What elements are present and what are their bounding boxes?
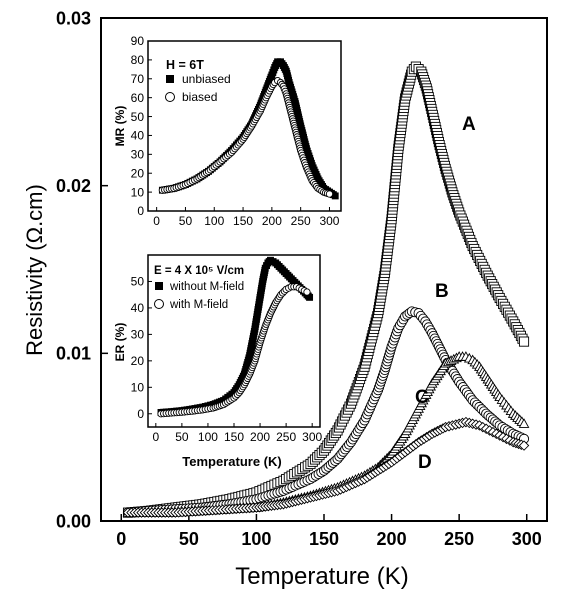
- main-x-tick-label: 200: [377, 529, 407, 549]
- mr-legend-marker-biased: [165, 92, 175, 102]
- main-point-a: [518, 336, 530, 347]
- er-y-tick-label: 20: [131, 354, 145, 368]
- curve-label-d: D: [418, 452, 432, 473]
- main-series-group: [122, 61, 530, 518]
- er-x-tick-label: 200: [250, 430, 270, 444]
- mr-x-tick-label: 100: [204, 214, 224, 228]
- main-point-d: [518, 440, 530, 451]
- main-x-tick-label: 100: [241, 529, 271, 549]
- mr-y-tick-label: 50: [131, 110, 145, 124]
- main-x-tick-label: 250: [444, 529, 474, 549]
- mr-y-tick-label: 70: [131, 72, 145, 86]
- main-y-tick-label: 0.02: [56, 176, 91, 196]
- er-y-tick-label: 10: [131, 381, 145, 395]
- mr-axis-ticks: 0 50 100 150 200 250 300 0 10 20 30 40 50 60 70 80 90: [131, 34, 340, 228]
- mr-y-tick-label: 10: [131, 185, 145, 199]
- er-y-tick-label: 30: [131, 328, 145, 342]
- mr-x-tick-label: 200: [262, 214, 282, 228]
- mr-y-tick-label: 30: [131, 148, 145, 162]
- er-x-tick-label: 150: [224, 430, 244, 444]
- mr-inset-plot: 0 50 100 150 200 250 300 0 10 20 30 40 50 60 70 80 90 MR…: [113, 34, 342, 228]
- er-series-group: [157, 256, 314, 418]
- curve-label-c: C: [415, 387, 429, 408]
- er-legend-marker-without: [155, 282, 163, 290]
- er-axis-ticks: 0 50 100 150 200 250 300 0 10 20 30 40 50: [131, 275, 323, 444]
- er-legend-marker-with: [154, 299, 164, 309]
- mr-legend-label-unbiased: unbiased: [182, 72, 231, 86]
- mr-point-biased: [325, 190, 334, 198]
- er-x-tick-label: 0: [152, 430, 159, 444]
- er-x-tick-label: 50: [175, 430, 189, 444]
- mr-y-tick-label: 20: [131, 166, 145, 180]
- curve-label-b: B: [435, 281, 449, 302]
- mr-series-group: [158, 58, 339, 200]
- er-field-annotation: E = 4 X 10⁵ V/cm: [154, 265, 244, 277]
- er-legend-label-without: without M-field: [169, 281, 244, 293]
- mr-y-tick-label: 0: [137, 204, 144, 218]
- mr-x-tick-label: 50: [179, 214, 193, 228]
- er-x-tick-label: 300: [302, 430, 322, 444]
- mr-x-tick-label: 0: [153, 214, 160, 228]
- main-y-tick-label: 0.00: [56, 511, 91, 531]
- er-y-tick-label: 40: [131, 301, 145, 315]
- mr-inset-frame: [147, 40, 342, 212]
- mr-y-tick-label: 90: [131, 34, 145, 48]
- mr-x-tick-label: 150: [233, 214, 253, 228]
- main-x-tick-label: 0: [116, 529, 126, 549]
- er-y-tick-label: 0: [137, 407, 144, 421]
- er-inset-plot: 0 50 100 150 200 250 300 0 10 20 30 40 50 ER (%) Tem…: [113, 254, 323, 469]
- main-x-tick-label: 300: [512, 529, 542, 549]
- main-y-tick-label: 0.03: [56, 8, 91, 28]
- er-y-axis-label: ER (%): [113, 323, 127, 362]
- main-y-axis-label: Resistivity (Ω.cm): [22, 184, 47, 356]
- curve-label-a: A: [462, 114, 476, 135]
- mr-legend-label-biased: biased: [182, 90, 217, 104]
- er-x-axis-label: Temperature (K): [182, 454, 281, 469]
- series-d: [122, 416, 530, 518]
- main-y-tick-label: 0.01: [56, 344, 91, 364]
- mr-y-axis-label: MR (%): [113, 106, 127, 147]
- er-y-tick-label: 50: [131, 275, 145, 289]
- er-legend-label-with: with M-field: [169, 299, 228, 311]
- er-point-with-m-field: [303, 288, 311, 296]
- er-x-tick-label: 250: [276, 430, 296, 444]
- main-point-c: [518, 418, 530, 428]
- er-x-tick-label: 100: [198, 430, 218, 444]
- mr-x-tick-label: 300: [319, 214, 339, 228]
- main-x-axis-label: Temperature (K): [235, 563, 408, 590]
- mr-y-tick-label: 40: [131, 129, 145, 143]
- mr-y-tick-label: 80: [131, 53, 145, 67]
- mr-y-tick-label: 60: [131, 91, 145, 105]
- mr-legend-marker-unbiased: [166, 75, 174, 83]
- series-biased: [158, 77, 334, 198]
- series-with-m-field: [157, 283, 311, 418]
- mr-x-tick-label: 250: [291, 214, 311, 228]
- main-x-tick-label: 150: [309, 529, 339, 549]
- main-x-tick-label: 50: [179, 529, 199, 549]
- mr-field-annotation: H = 6T: [166, 58, 204, 72]
